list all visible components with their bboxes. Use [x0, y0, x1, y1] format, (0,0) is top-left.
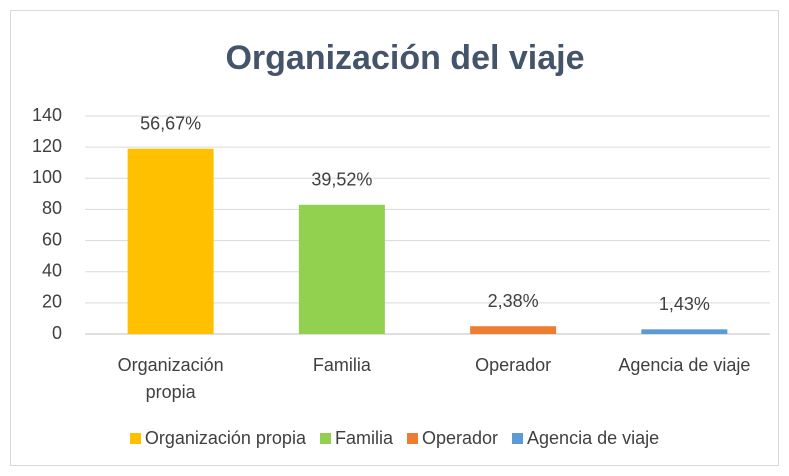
chart-title: Organización del viaje — [225, 39, 584, 77]
legend-item: Operador — [406, 428, 499, 449]
legend-item: Organización propia — [129, 428, 306, 449]
legend-label: Operador — [421, 428, 499, 448]
data-label: 2,38% — [488, 291, 539, 311]
data-label: 56,67% — [140, 113, 201, 133]
legend: Organización propia Familia Operador Agenci… — [0, 428, 789, 449]
legend-swatch — [512, 433, 524, 444]
y-tick-label: 40 — [42, 260, 62, 280]
x-tick-label: Familia — [312, 355, 371, 375]
legend-swatch — [319, 433, 331, 444]
legend-label: Organización propia — [144, 428, 306, 448]
x-tick-label: Agencia de viaje — [618, 355, 751, 375]
legend-swatch — [406, 433, 418, 444]
y-tick-label: 0 — [52, 323, 62, 343]
y-tick-label: 100 — [32, 167, 62, 187]
bar — [127, 148, 214, 334]
legend-swatch — [129, 433, 141, 444]
y-tick-label: 60 — [42, 229, 62, 249]
y-tick-label: 80 — [42, 198, 62, 218]
y-tick-label: 120 — [32, 136, 62, 156]
y-tick-label: 140 — [32, 105, 62, 125]
y-tick-label: 20 — [42, 292, 62, 312]
legend-label: Familia — [334, 428, 393, 448]
legend-label: Agencia de viaje — [527, 428, 660, 448]
legend-item: Familia — [319, 428, 393, 449]
data-label: 39,52% — [311, 170, 372, 190]
data-label: 1,43% — [659, 294, 710, 314]
x-tick-label: Organización propia — [117, 355, 224, 402]
bar — [298, 204, 385, 334]
x-tick-label: Operador — [475, 355, 552, 375]
legend-item: Agencia de viaje — [512, 428, 659, 449]
bar — [641, 329, 728, 334]
bar — [470, 326, 557, 334]
